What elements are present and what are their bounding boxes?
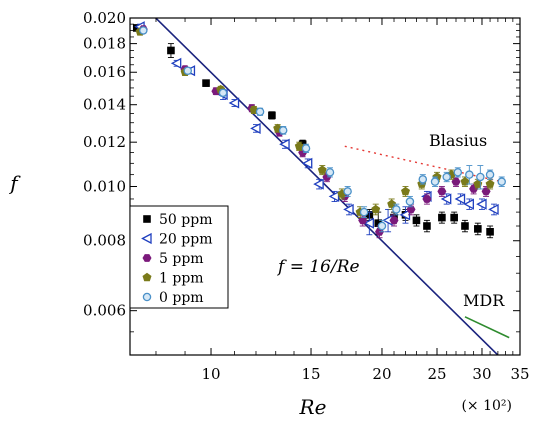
data-points — [132, 21, 506, 239]
point-0-ppm — [453, 168, 463, 177]
point-50-ppm — [167, 46, 175, 55]
legend-label-20-ppm: 20 ppm — [159, 232, 212, 248]
point-50-ppm — [423, 222, 431, 230]
point-50-ppm — [374, 219, 383, 227]
point-0-ppm — [301, 144, 311, 153]
point-50-ppm — [412, 216, 421, 225]
point-20-ppm — [328, 190, 340, 203]
y-tick-label: 0.010 — [83, 178, 126, 196]
legend: 50 ppm 20 ppm 5 ppm 1 ppm 0 ppm — [129, 205, 229, 309]
legend-label-0-ppm: 0 ppm — [159, 290, 204, 306]
point-50-ppm — [438, 213, 446, 222]
point-50-ppm — [202, 79, 210, 87]
point-5-ppm — [389, 216, 399, 225]
point-50-ppm — [486, 227, 494, 236]
point-20-ppm — [476, 198, 487, 210]
x-tick-label: 25 — [427, 365, 446, 383]
point-0-ppm — [255, 107, 265, 117]
point-50-ppm — [461, 222, 469, 230]
point-1-ppm — [401, 186, 410, 196]
x-tick-label: 30 — [472, 365, 491, 383]
mdr-line — [464, 316, 510, 339]
point-20-ppm — [301, 157, 313, 169]
legend-label-5-ppm: 5 ppm — [159, 251, 204, 267]
point-20-ppm — [454, 193, 466, 205]
point-0-ppm — [183, 66, 193, 75]
y-tick-label: 0.018 — [83, 35, 126, 53]
point-0-ppm — [465, 170, 474, 179]
point-1-ppm — [371, 204, 381, 214]
point-1-ppm — [294, 141, 304, 151]
point-50-ppm — [474, 225, 482, 233]
mdr-annotation: MDR — [463, 291, 505, 310]
x-multiplier-label: (× 10²) — [461, 398, 512, 414]
laminar-annotation: f = 16/Re — [276, 257, 360, 277]
point-0-ppm — [405, 197, 415, 206]
point-0-ppm — [325, 168, 335, 177]
point-50-ppm — [450, 213, 458, 222]
legend-marker-5-ppm — [142, 254, 152, 262]
point-20-ppm — [228, 97, 240, 109]
point-1-ppm — [387, 199, 397, 208]
point-0-ppm — [359, 207, 369, 217]
point-0-ppm — [218, 88, 228, 98]
point-20-ppm — [279, 138, 290, 150]
axes: 10 15 20 25 30 35 0.006 0.008 0.010 0.012 0.014 0.0… — [83, 9, 530, 383]
point-0-ppm — [476, 172, 485, 182]
point-5-ppm — [481, 187, 491, 196]
legend-marker-20-ppm — [141, 232, 152, 245]
point-0-ppm — [442, 172, 451, 182]
point-0-ppm — [392, 205, 401, 214]
y-tick-label: 0.008 — [83, 232, 126, 250]
legend-marker-50-ppm — [143, 215, 151, 223]
x-tick-label: 10 — [201, 365, 220, 383]
legend-label-50-ppm: 50 ppm — [159, 212, 212, 228]
point-20-ppm — [250, 122, 261, 134]
point-5-ppm — [406, 205, 416, 214]
point-0-ppm — [497, 177, 506, 186]
laminar-line — [154, 18, 499, 355]
point-0-ppm — [418, 175, 428, 184]
y-tick-label: 0.012 — [83, 133, 126, 151]
point-20-ppm — [363, 217, 374, 229]
x-tick-label: 20 — [372, 365, 391, 383]
point-5-ppm — [422, 195, 432, 203]
point-0-ppm — [430, 177, 440, 186]
legend-marker-1-ppm — [142, 272, 152, 282]
x-axis-label: Re — [299, 395, 327, 419]
legend-label-1-ppm: 1 ppm — [159, 271, 204, 287]
blasius-annotation: Blasius — [429, 131, 487, 150]
point-0-ppm — [485, 170, 495, 179]
point-0-ppm — [139, 26, 148, 35]
point-20-ppm — [463, 198, 474, 210]
point-20-ppm — [343, 203, 354, 216]
y-tick-label: 0.016 — [83, 63, 126, 81]
point-1-ppm — [317, 165, 327, 174]
point-0-ppm — [343, 187, 352, 196]
point-20-ppm — [440, 193, 452, 205]
legend-marker-0-ppm — [142, 292, 152, 302]
y-tick-label: 0.006 — [83, 302, 126, 320]
point-0-ppm — [278, 126, 288, 135]
point-0-ppm — [377, 221, 387, 231]
y-tick-label: 0.020 — [83, 9, 126, 27]
point-20-ppm — [170, 57, 182, 69]
y-tick-label: 0.014 — [83, 96, 126, 114]
point-5-ppm — [437, 187, 447, 196]
reference-lines — [154, 18, 510, 355]
y-axis-label: f — [8, 171, 21, 195]
point-50-ppm — [268, 111, 276, 120]
point-20-ppm — [313, 178, 324, 190]
x-tick-label: 15 — [301, 365, 320, 383]
point-1-ppm — [485, 179, 495, 188]
point-20-ppm — [488, 203, 499, 216]
point-1-ppm — [460, 177, 470, 186]
point-5-ppm — [358, 216, 368, 225]
x-tick-label: 35 — [510, 365, 529, 383]
